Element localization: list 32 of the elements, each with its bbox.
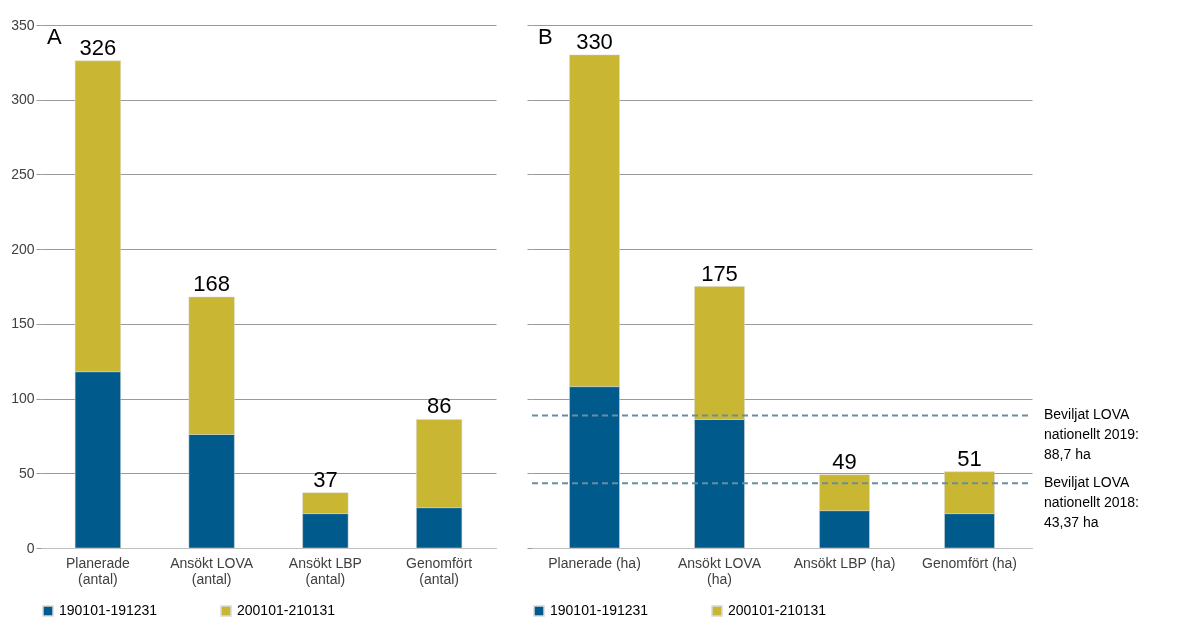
y-tick-label: 200 xyxy=(11,240,35,257)
total-label: 49 xyxy=(832,448,857,474)
total-label: 37 xyxy=(313,466,338,492)
total-label: 51 xyxy=(957,445,982,471)
legend-label: 200101-210131 xyxy=(728,602,827,618)
y-tick-label: 100 xyxy=(11,390,35,407)
x-tick-label: Ansökt LOVA (ha) xyxy=(677,554,762,587)
x-tick-label: Genomfört (antal) xyxy=(406,554,473,587)
total-label: 330 xyxy=(576,28,613,54)
total-label: 326 xyxy=(79,34,117,60)
total-label: 86 xyxy=(426,393,452,419)
legend-label: 190101-191231 xyxy=(59,602,158,618)
x-tick-label: Genomfört (ha) xyxy=(922,554,1017,571)
y-tick-label: 0 xyxy=(26,539,35,556)
y-tick-label: 350 xyxy=(11,16,35,33)
chart-title: B xyxy=(538,24,553,49)
x-tick-label: Ansökt LBP (ha) xyxy=(793,554,896,571)
ref-line-label: Beviljat LOVA nationellt 2018: 43,37 ha xyxy=(1044,474,1139,531)
chart-title: A xyxy=(47,24,62,49)
x-tick-label: Planerade (antal) xyxy=(65,554,130,587)
y-tick-label: 300 xyxy=(11,91,35,108)
x-tick-label: Planerade (ha) xyxy=(548,554,641,571)
x-tick-label: Ansökt LBP (antal) xyxy=(288,554,362,587)
total-label: 168 xyxy=(193,270,230,296)
ref-line-label: Beviljat LOVA nationellt 2019: 88,7 ha xyxy=(1044,406,1139,463)
x-tick-label: Ansökt LOVA (antal) xyxy=(170,554,254,587)
total-label: 175 xyxy=(701,260,738,286)
y-tick-label: 150 xyxy=(11,315,35,332)
y-tick-label: 250 xyxy=(11,165,35,182)
y-tick-label: 50 xyxy=(18,464,35,481)
legend-label: 190101-191231 xyxy=(550,602,649,618)
legend-label: 200101-210131 xyxy=(237,602,336,618)
